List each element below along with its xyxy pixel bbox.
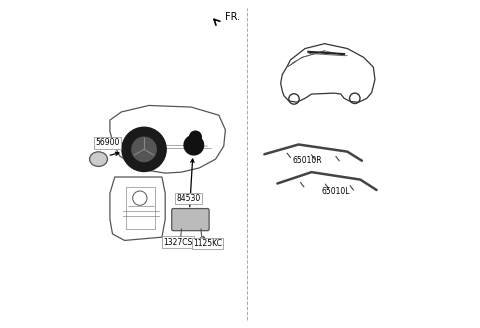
Text: 56900: 56900 bbox=[95, 138, 120, 147]
Text: 84530: 84530 bbox=[177, 194, 201, 203]
Text: 65010R: 65010R bbox=[292, 156, 322, 165]
Text: 1125KC: 1125KC bbox=[193, 239, 222, 248]
Circle shape bbox=[122, 127, 166, 172]
Text: 84530: 84530 bbox=[177, 194, 201, 203]
Text: 1125KC: 1125KC bbox=[193, 239, 222, 248]
Ellipse shape bbox=[90, 152, 108, 166]
Text: 56900: 56900 bbox=[95, 138, 120, 147]
Circle shape bbox=[190, 131, 201, 143]
Circle shape bbox=[132, 137, 156, 161]
Text: 1327CS: 1327CS bbox=[164, 237, 193, 247]
Circle shape bbox=[184, 135, 204, 155]
FancyBboxPatch shape bbox=[172, 209, 209, 231]
Text: 1327CS: 1327CS bbox=[164, 237, 193, 247]
Text: FR.: FR. bbox=[226, 12, 240, 22]
Text: 65010L: 65010L bbox=[321, 187, 350, 196]
